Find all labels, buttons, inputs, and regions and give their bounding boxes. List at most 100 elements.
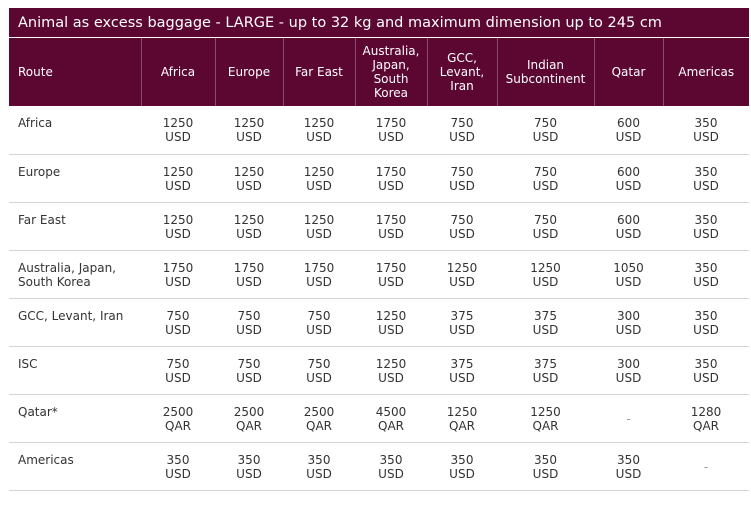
table-row: Europe 1250 USD 1250 USD 1250 USD 1750 USD 750 USD… <box>9 154 749 203</box>
route-cell: Far East <box>9 202 141 251</box>
column-header-line: Subcontinent <box>505 72 586 86</box>
fare-cell: 2500 QAR <box>283 394 355 443</box>
fare-currency: USD <box>378 466 404 481</box>
fare-cell: 1250 QAR <box>497 394 594 443</box>
route-label: Far East <box>18 212 66 227</box>
fare-amount: 750 <box>307 356 331 371</box>
fare-cell: 350 USD <box>141 442 215 491</box>
fare-cell: 1750 USD <box>355 250 427 299</box>
fare-cell: 600 USD <box>594 154 663 203</box>
fare-currency: USD <box>378 178 404 193</box>
fare-amount: 375 <box>450 356 474 371</box>
fare-currency: QAR <box>165 418 191 433</box>
table-header: Route Africa Europe Far East Australia, Japan… <box>9 38 749 106</box>
fare-cell: 750 USD <box>497 106 594 155</box>
fare-amount: 1250 <box>233 116 265 130</box>
fare-cell: 375 USD <box>427 298 497 347</box>
fare-cell: 600 USD <box>594 202 663 251</box>
fare-cell: 750 USD <box>497 202 594 251</box>
fare-cell: 350 USD <box>497 442 594 491</box>
fare-cell: 1250 USD <box>283 202 355 251</box>
fare-currency: USD <box>449 226 475 241</box>
table-row: GCC, Levant, Iran 750 USD 750 USD 750 USD 1250 U… <box>9 298 749 347</box>
fare-currency: USD <box>615 274 642 289</box>
fare-amount: 1250 <box>303 164 335 179</box>
fare-cell: 300 USD <box>594 346 663 395</box>
fare-amount: 1250 <box>233 164 265 179</box>
fare-amount: 1750 <box>233 260 265 275</box>
column-header-line: Far East <box>295 65 343 79</box>
fare-currency: USD <box>306 274 332 289</box>
fare-currency: USD <box>532 274 559 289</box>
fare-cell: 1250 USD <box>215 154 283 203</box>
fare-currency: USD <box>532 178 559 193</box>
table-row: Far East 1250 USD 1250 USD 1250 USD 1750 USD 750 U… <box>9 202 749 251</box>
fare-cell: 1250 USD <box>215 106 283 155</box>
fare-currency: USD <box>306 466 332 481</box>
fare-amount: 300 <box>617 356 640 371</box>
fare-cell: 1250 USD <box>141 106 215 155</box>
fare-amount: 750 <box>237 308 261 323</box>
column-header-line: Iran <box>450 79 474 93</box>
fare-amount: 600 <box>617 212 640 227</box>
fare-cell: 750 USD <box>427 202 497 251</box>
fare-currency: USD <box>165 322 191 337</box>
fare-currency: USD <box>378 370 404 385</box>
fare-cell: - <box>663 442 749 491</box>
column-header-line: Japan, <box>372 58 410 72</box>
fare-table: Route Africa Europe Far East Australia, Japan… <box>9 38 749 491</box>
route-cell: Australia, Japan, South Korea <box>9 250 141 299</box>
route-label: South Korea <box>18 274 91 289</box>
fare-cell: 350 USD <box>594 442 663 491</box>
fare-amount: 1250 <box>162 212 194 227</box>
column-header-line: South <box>373 72 409 86</box>
fare-amount: 2500 <box>233 404 265 419</box>
fare-amount: 1250 <box>162 164 194 179</box>
table-body: Africa 1250 USD 1250 USD 1250 USD 1750 USD 750 USD… <box>9 106 749 491</box>
fare-amount: 2500 <box>303 404 335 419</box>
fare-cell: 1280 QAR <box>663 394 749 443</box>
fare-amount: 350 <box>450 452 474 467</box>
fare-cell: 1750 USD <box>355 154 427 203</box>
fare-cell: 750 USD <box>283 346 355 395</box>
fare-currency: USD <box>449 130 475 144</box>
fare-cell: 1750 USD <box>215 250 283 299</box>
route-label: Australia, Japan, <box>18 260 116 275</box>
fare-amount: 1250 <box>446 404 478 419</box>
fare-cell: 750 USD <box>141 298 215 347</box>
fare-amount: 750 <box>450 164 474 179</box>
fare-cell: 1250 USD <box>141 202 215 251</box>
column-header-line: Africa <box>160 65 196 79</box>
fare-cell: 600 USD <box>594 106 663 155</box>
header-row: Route Africa Europe Far East Australia, Japan… <box>9 38 749 106</box>
fare-cell: 1750 USD <box>141 250 215 299</box>
fare-currency: USD <box>236 274 262 289</box>
table-title: Animal as excess baggage - LARGE - up to… <box>9 8 749 38</box>
route-cell: Europe <box>9 154 141 203</box>
fare-cell: 2500 QAR <box>141 394 215 443</box>
fare-cell: 750 USD <box>283 298 355 347</box>
fare-currency: QAR <box>693 418 719 433</box>
fare-amount: 350 <box>534 452 557 467</box>
fare-amount: 375 <box>450 308 474 323</box>
fare-amount: 1750 <box>375 212 407 227</box>
fare-amount: 1250 <box>375 308 407 323</box>
route-cell: Africa <box>9 106 141 155</box>
fare-currency: QAR <box>378 418 404 433</box>
fare-cell: 1750 USD <box>355 202 427 251</box>
fare-cell: 350 USD <box>427 442 497 491</box>
fare-currency: USD <box>165 178 191 193</box>
fare-cell: 300 USD <box>594 298 663 347</box>
fare-cell: 350 USD <box>663 154 749 203</box>
fare-amount: 750 <box>534 116 557 130</box>
fare-currency: USD <box>693 322 719 337</box>
fare-amount: 350 <box>694 212 718 227</box>
fare-cell: 2500 QAR <box>215 394 283 443</box>
fare-currency: USD <box>165 466 191 481</box>
fare-currency: USD <box>449 274 475 289</box>
column-header-line: Korea <box>373 86 409 100</box>
fare-currency: USD <box>693 178 719 193</box>
fare-cell: 375 USD <box>497 298 594 347</box>
fare-currency: USD <box>236 178 262 193</box>
fare-amount: 1250 <box>233 212 265 227</box>
